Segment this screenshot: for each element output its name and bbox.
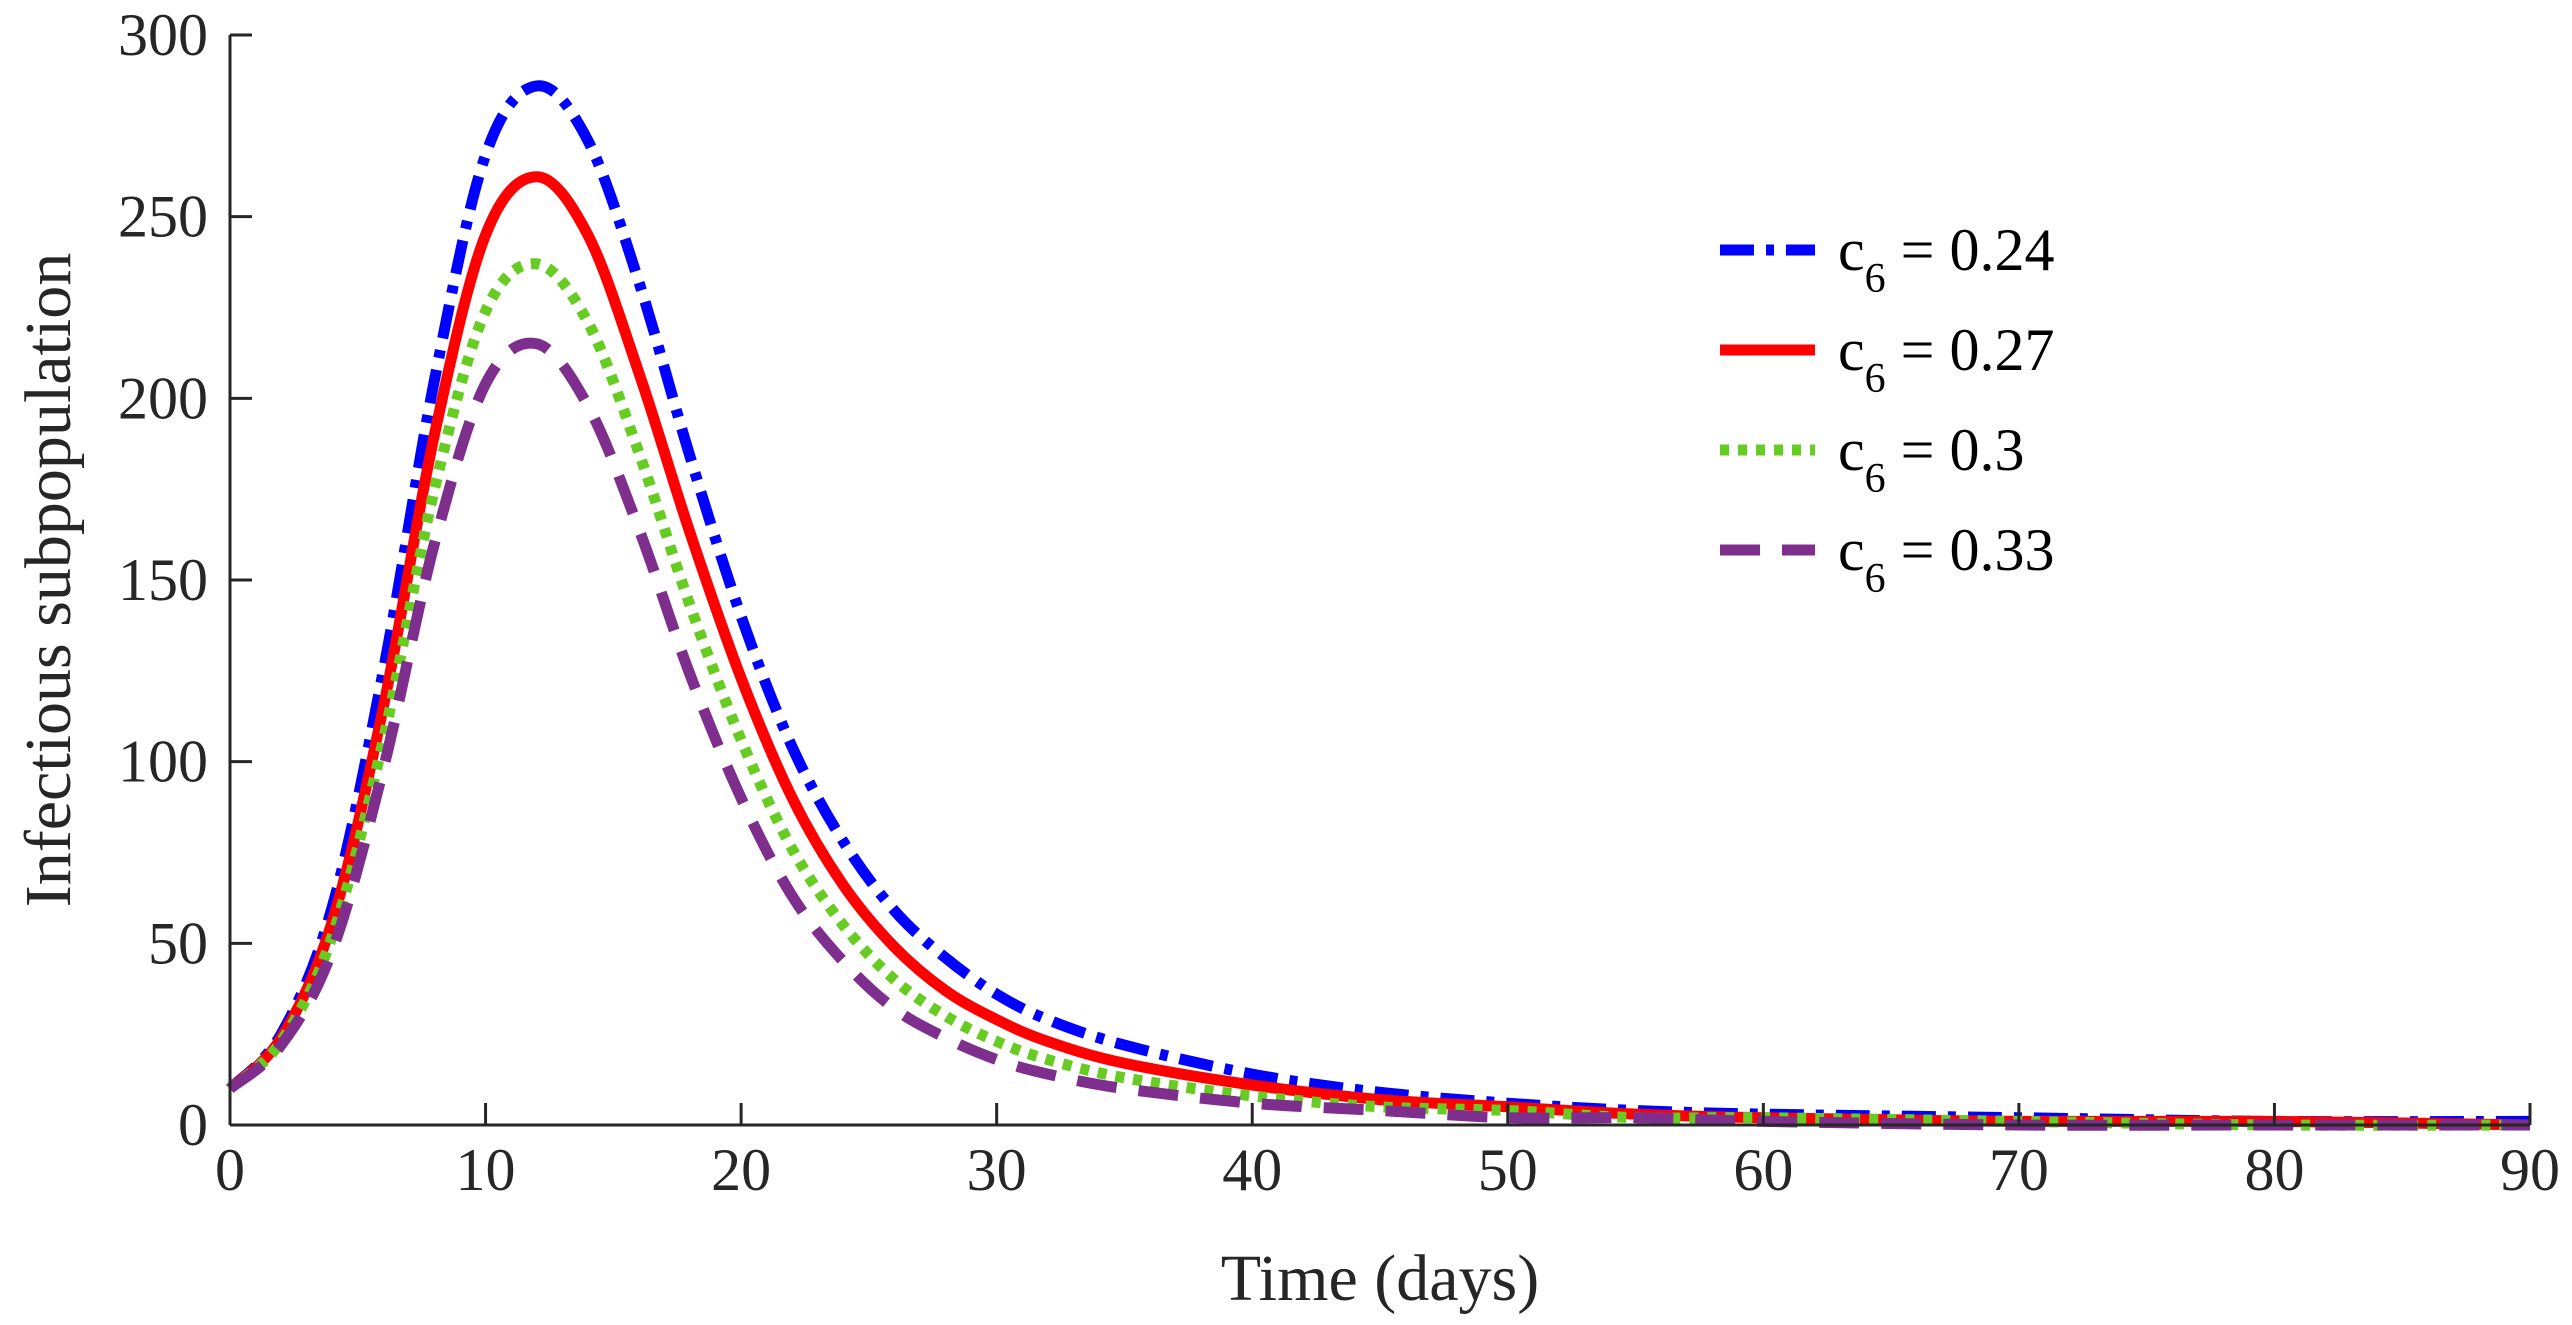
y-axis-ticks: 0 50 100 150 200 250 300	[118, 2, 252, 1158]
x-tick-label: 20	[711, 1137, 771, 1203]
y-tick-label: 300	[118, 2, 208, 68]
legend: c6 = 0.24 c6 = 0.27 c6 = 0.3 c6 = 0.33	[1720, 217, 2054, 602]
axes	[228, 35, 2530, 1127]
x-tick-label: 30	[967, 1137, 1027, 1203]
series-line-2	[226, 171, 2531, 1131]
x-tick-label: 0	[215, 1137, 245, 1203]
plot-lines	[225, 80, 2531, 1131]
y-tick-label: 0	[178, 1092, 208, 1158]
legend-label-1: c6 = 0.24	[1838, 217, 2054, 302]
y-tick-label: 50	[148, 910, 208, 976]
x-tick-label: 60	[1733, 1137, 1793, 1203]
x-axis-ticks: 0 10 20 30 40 50 60 70 80 90	[215, 1103, 2560, 1203]
x-tick-label: 70	[1989, 1137, 2049, 1203]
x-tick-label: 80	[2244, 1137, 2304, 1203]
series-line-4	[226, 337, 2530, 1131]
x-axis-label: Time (days)	[1221, 1242, 1539, 1315]
legend-label-3: c6 = 0.3	[1838, 417, 2024, 502]
y-axis-label: Infectious subpopulation	[12, 253, 85, 907]
y-tick-label: 250	[118, 184, 208, 250]
legend-label-2: c6 = 0.27	[1838, 317, 2054, 402]
x-tick-label: 40	[1222, 1137, 1282, 1203]
x-tick-label: 90	[2500, 1137, 2560, 1203]
x-tick-label: 10	[456, 1137, 516, 1203]
series-line-1	[225, 80, 2531, 1128]
y-tick-label: 200	[118, 365, 208, 431]
y-tick-label: 100	[118, 729, 208, 795]
y-tick-label: 150	[118, 547, 208, 613]
x-tick-label: 50	[1478, 1137, 1538, 1203]
legend-label-4: c6 = 0.33	[1838, 517, 2054, 602]
